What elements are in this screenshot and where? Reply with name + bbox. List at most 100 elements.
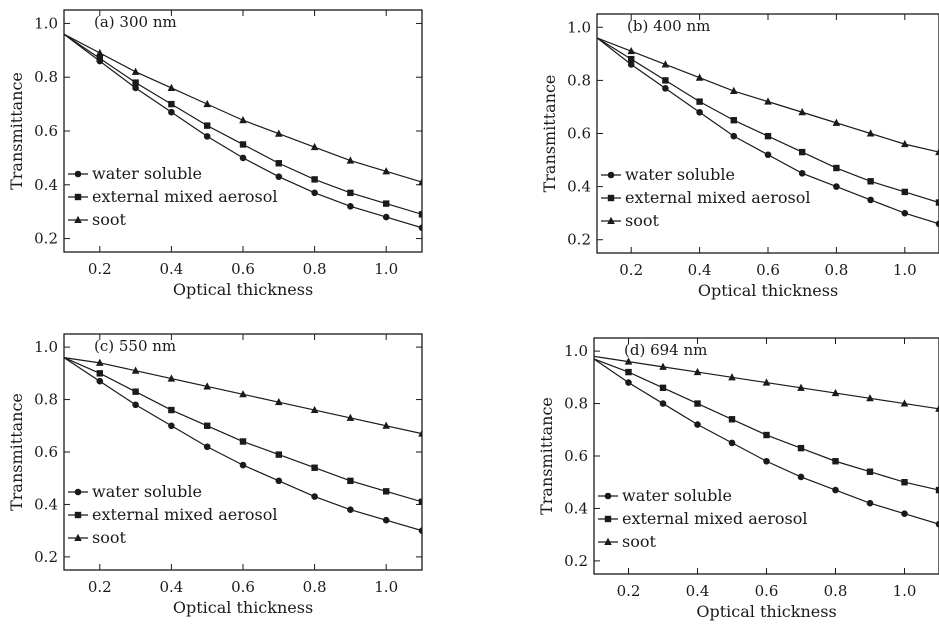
data-point-triangle	[96, 358, 104, 366]
data-point-circle	[935, 520, 939, 528]
y-tick-label: 0.6	[34, 122, 58, 140]
data-point-triangle	[96, 48, 104, 57]
data-point-triangle	[762, 378, 771, 386]
legend-marker-square	[74, 511, 82, 519]
legend-label: water soluble	[92, 482, 202, 501]
data-point-square	[347, 189, 354, 197]
data-point-circle	[311, 493, 318, 500]
data-point-square	[275, 451, 282, 458]
data-point-square	[383, 200, 390, 207]
data-point-circle	[797, 473, 805, 481]
data-point-triangle	[131, 366, 140, 374]
data-point-circle	[764, 151, 772, 159]
data-point-circle	[730, 132, 738, 140]
data-point-square	[311, 464, 318, 471]
x-tick-label: 0.4	[159, 578, 183, 596]
y-tick-label: 0.8	[34, 391, 58, 409]
x-tick-label: 0.2	[617, 582, 641, 600]
legend-label: external mixed aerosol	[625, 188, 810, 207]
panel-title: (a) 300 nm	[94, 13, 177, 31]
y-tick-label: 0.4	[34, 176, 58, 194]
data-point-square	[901, 479, 908, 486]
y-tick-label: 0.6	[34, 443, 58, 461]
data-point-triangle	[866, 129, 875, 137]
data-point-triangle	[935, 404, 939, 412]
data-point-triangle	[901, 139, 909, 148]
data-point-square	[418, 498, 422, 506]
x-tick-label: 0.8	[303, 578, 327, 596]
data-point-square	[797, 444, 805, 452]
data-point-circle	[418, 527, 422, 534]
data-point-triangle	[730, 86, 738, 95]
legend-label: water soluble	[625, 165, 735, 184]
y-tick-label: 1.0	[567, 18, 591, 36]
legend-marker-circle	[604, 492, 612, 500]
data-point-circle	[694, 421, 701, 428]
data-point-triangle	[418, 429, 422, 437]
data-point-circle	[763, 457, 770, 465]
data-point-triangle	[831, 388, 840, 397]
data-point-triangle	[346, 413, 355, 421]
data-point-square	[659, 384, 667, 392]
data-point-square	[132, 388, 139, 395]
data-point-square	[239, 438, 247, 445]
data-point-triangle	[382, 421, 390, 429]
x-tick-label: 1.0	[893, 261, 917, 279]
y-axis-label: Transmittance	[7, 393, 26, 511]
data-point-square	[628, 55, 635, 63]
x-tick-label: 0.4	[686, 582, 710, 600]
legend-marker-circle	[74, 170, 82, 178]
x-axis-label: Optical thickness	[173, 598, 313, 617]
data-point-circle	[132, 84, 139, 92]
data-point-square	[347, 477, 354, 485]
data-point-circle	[901, 510, 908, 517]
data-point-circle	[275, 477, 283, 485]
series-line-square	[64, 357, 422, 503]
data-point-square	[799, 148, 806, 156]
legend-label: soot	[92, 210, 126, 229]
panel-title: (d) 694 nm	[624, 341, 707, 359]
legend-label: external mixed aerosol	[92, 187, 277, 206]
x-tick-label: 1.0	[893, 582, 917, 600]
x-tick-label: 0.8	[824, 582, 848, 600]
y-axis-label: Transmittance	[540, 75, 559, 193]
data-point-circle	[418, 224, 422, 232]
data-point-square	[694, 400, 701, 407]
data-point-square	[168, 100, 175, 108]
data-point-circle	[696, 108, 703, 116]
data-point-triangle	[167, 374, 176, 382]
data-point-triangle	[203, 382, 211, 390]
data-point-square	[764, 132, 772, 140]
x-tick-label: 0.6	[755, 582, 779, 600]
legend-label: soot	[92, 528, 126, 547]
x-tick-label: 0.2	[88, 578, 112, 596]
data-point-circle	[833, 183, 840, 190]
x-tick-label: 0.6	[756, 261, 780, 279]
data-point-circle	[935, 220, 939, 228]
data-point-triangle	[764, 97, 772, 105]
x-tick-label: 0.4	[688, 261, 712, 279]
data-point-triangle	[310, 142, 319, 151]
panel-title: (b) 400 nm	[627, 17, 710, 35]
legend: water soluble external mixed aerosol soot	[598, 486, 807, 551]
legend-marker-triangle	[604, 537, 612, 545]
y-tick-label: 0.4	[564, 499, 588, 517]
data-point-square	[168, 406, 175, 414]
data-point-circle	[168, 422, 175, 430]
legend-label: water soluble	[622, 486, 732, 505]
panel-c: 0.2 0.4 0.6 0.8 1.0 0.2 0.4 0.6 0.8 1.0 Optical th…	[7, 333, 423, 617]
data-point-triangle	[418, 177, 422, 186]
data-point-circle	[275, 173, 283, 181]
data-point-triangle	[797, 383, 805, 391]
data-point-triangle	[866, 394, 874, 402]
data-point-square	[625, 368, 632, 376]
y-tick-label: 0.4	[34, 495, 58, 513]
data-point-square	[696, 98, 703, 105]
data-point-circle	[867, 196, 874, 204]
data-point-triangle	[661, 60, 670, 68]
x-tick-label: 0.8	[303, 260, 327, 278]
data-point-circle	[239, 461, 247, 469]
y-tick-label: 1.0	[564, 342, 588, 360]
data-point-square	[383, 488, 390, 495]
